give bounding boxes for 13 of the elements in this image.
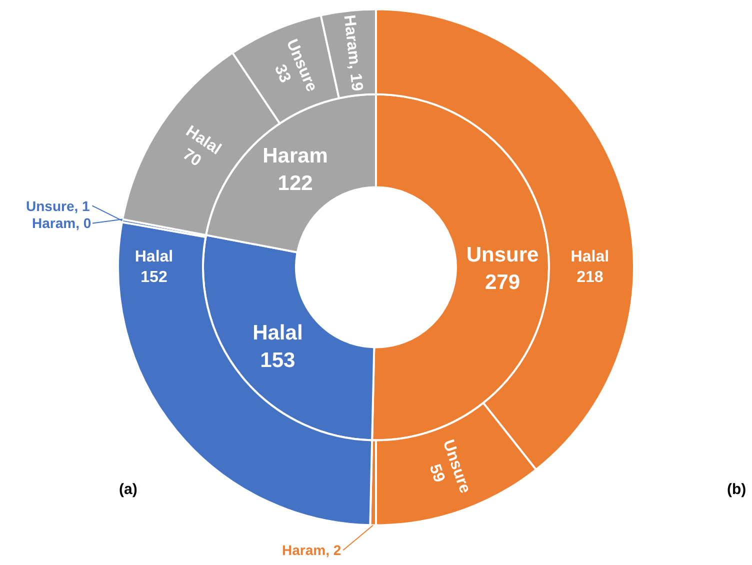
data-label: Unsure 59 [426,438,474,496]
data-label: Halal 218 [570,248,610,286]
text: (b) [727,481,746,498]
data-label: Haram, 19 [340,14,366,92]
data-label: Halal 152 [134,248,174,286]
data-label: Unsure 33 [270,36,320,94]
text: Haram, 0 [32,215,92,231]
data-label: Haram, 2 [282,542,342,558]
data-label: Haram 122 [262,144,328,195]
data-label: Halal 153 [252,322,303,372]
data-label: Unsure 279 [466,244,539,294]
text: (a) [119,481,138,498]
data-label: Unsure, 1 [26,198,90,214]
